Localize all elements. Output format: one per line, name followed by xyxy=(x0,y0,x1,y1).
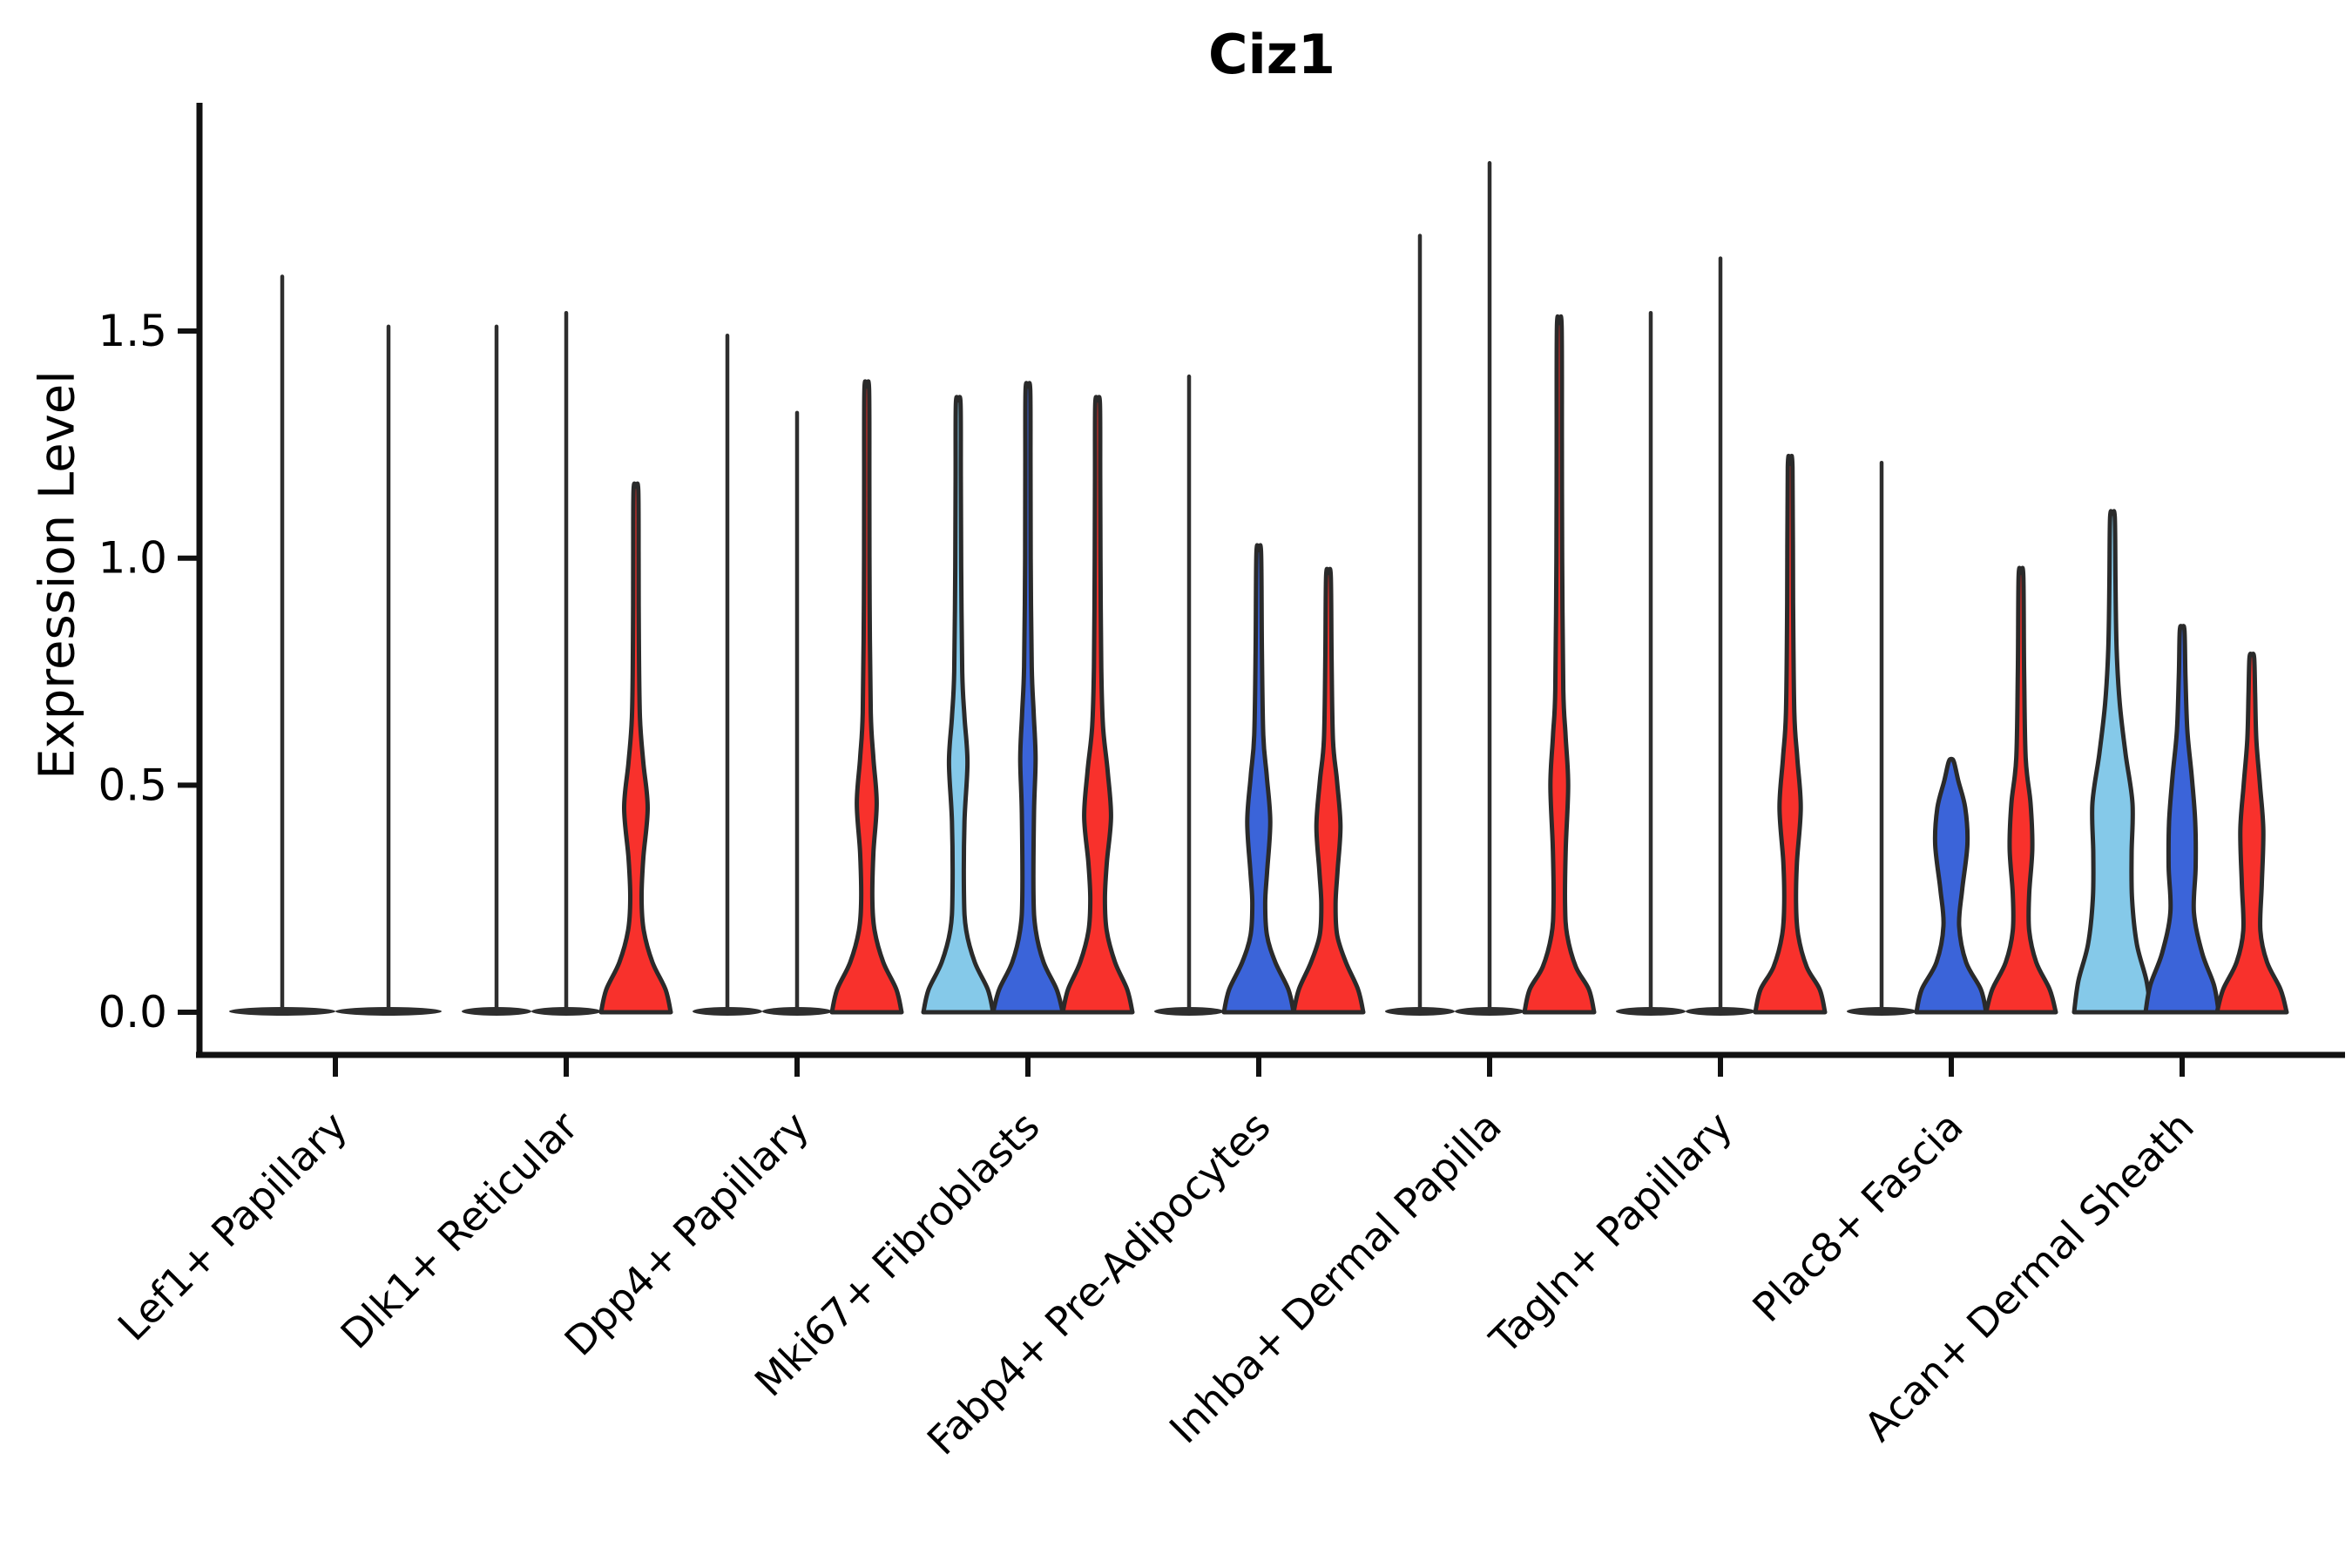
violin-base-inhba-dermal-papilla-blue xyxy=(1455,1007,1524,1016)
violin-base-inhba-dermal-papilla-lightblue xyxy=(1385,1007,1455,1016)
violin-base-plac8-fascia-lightblue xyxy=(1847,1007,1916,1016)
violin-mki67-fibroblasts-blue xyxy=(990,381,1065,1015)
y-tick-label: 1.5 xyxy=(98,306,167,356)
violin-base-dpp4-papillary-blue xyxy=(762,1007,832,1016)
violin-base-dpp4-papillary-lightblue xyxy=(693,1007,762,1016)
violin-base-tagln-papillary-lightblue xyxy=(1616,1007,1686,1016)
violin-base-dlk1-reticular-blue xyxy=(531,1007,601,1016)
y-tick-label: 1.0 xyxy=(98,533,167,584)
x-tick-label-dlk1-reticular: Dlk1+ Reticular xyxy=(332,1103,587,1358)
violin-base-tagln-papillary-blue xyxy=(1686,1007,1755,1016)
violin-base-dlk1-reticular-lightblue xyxy=(462,1007,531,1016)
x-tick-label-dpp4-papillary: Dpp4+ Papillary xyxy=(556,1103,818,1365)
violin-plac8-fascia-blue xyxy=(1914,756,1989,1015)
x-tick-label-lef1-papillary: Lef1+ Papillary xyxy=(109,1103,356,1350)
violin-acan-dermal-sheath-lightblue xyxy=(2072,509,2153,1015)
violin-mki67-fibroblasts-lightblue xyxy=(921,395,996,1015)
violin-acan-dermal-sheath-red xyxy=(2214,652,2289,1015)
violin-dpp4-papillary-red xyxy=(829,379,904,1015)
violin-fabp4-pre-adipocytes-red xyxy=(1291,566,1366,1015)
x-tick-label-tagln-papillary: Tagln+ Papillary xyxy=(1480,1103,1741,1364)
violin-tagln-papillary-red xyxy=(1753,453,1828,1015)
violin-mki67-fibroblasts-red xyxy=(1060,395,1135,1015)
chart-title: Ciz1 xyxy=(1208,23,1335,86)
violin-fabp4-pre-adipocytes-blue xyxy=(1221,543,1296,1015)
violin-plac8-fascia-red xyxy=(1984,565,2058,1015)
violin-base-fabp4-pre-adipocytes-lightblue xyxy=(1154,1007,1224,1016)
y-tick-label: 0.0 xyxy=(98,987,167,1037)
x-tick-label-plac8-fascia: Plac8+ Fascia xyxy=(1743,1103,1971,1331)
violin-inhba-dermal-papilla-red xyxy=(1522,314,1597,1015)
violin-base-lef1-papillary-lightblue xyxy=(229,1007,335,1016)
y-tick-label: 0.5 xyxy=(98,760,167,810)
violin-base-lef1-papillary-blue xyxy=(335,1007,442,1016)
violin-dlk1-reticular-red xyxy=(598,481,673,1015)
violin-acan-dermal-sheath-blue xyxy=(2143,624,2221,1015)
